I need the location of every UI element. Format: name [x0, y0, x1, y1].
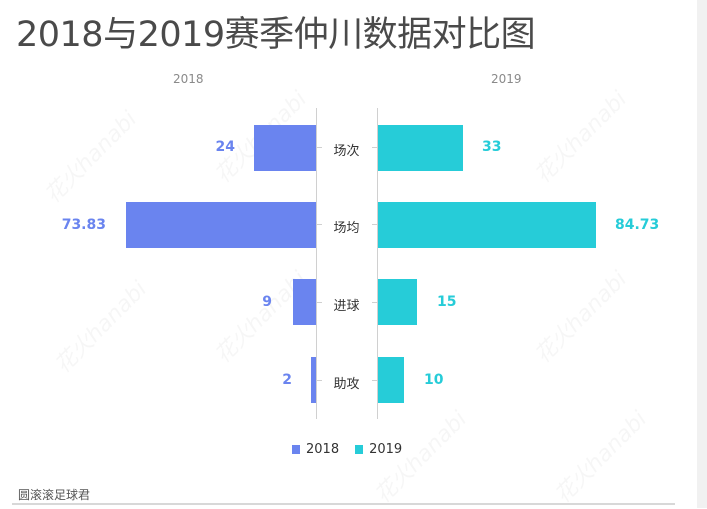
legend-item-2019[interactable]: 2019 [369, 442, 403, 457]
tick [372, 224, 377, 225]
header-2018: 2018 [173, 72, 204, 86]
value-2018-助攻: 2 [282, 372, 292, 388]
watermark: 花火hanabi [526, 263, 633, 370]
category-label: 场次 [333, 144, 360, 159]
value-2019-助攻: 10 [424, 372, 444, 388]
chart-title: 2018与2019赛季仲川数据对比图 [16, 15, 536, 55]
legend-swatch-2018 [292, 445, 300, 454]
category-label: 助攻 [333, 377, 360, 392]
legend: 2018 2019 [292, 442, 402, 457]
bar-2018-场次[interactable] [254, 125, 316, 171]
watermark: 花火hanabi [546, 403, 653, 509]
watermark: 花火hanabi [36, 103, 143, 210]
page-scroll-strip [697, 0, 707, 508]
value-2018-场次: 24 [215, 139, 235, 155]
bar-2019-进球[interactable] [378, 279, 417, 325]
tick [317, 380, 322, 381]
header-2019: 2019 [491, 72, 522, 86]
value-2019-场次: 33 [482, 139, 502, 155]
value-2019-场均: 84.73 [615, 217, 660, 233]
right-axis [377, 108, 378, 419]
bar-2018-进球[interactable] [293, 279, 316, 325]
category-label: 进球 [333, 299, 360, 314]
tick [372, 380, 377, 381]
watermark: 花火hanabi [526, 83, 633, 190]
left-axis [316, 108, 317, 419]
value-2018-场均: 73.83 [61, 217, 106, 233]
footer-divider [12, 503, 675, 505]
bar-2018-场均[interactable] [126, 202, 316, 248]
bar-2019-助攻[interactable] [378, 357, 404, 403]
bar-2018-助攻[interactable] [311, 357, 316, 403]
legend-swatch-2019 [355, 445, 364, 454]
bar-2019-场次[interactable] [378, 125, 463, 171]
source-credit: 圆滚滚足球君 [18, 488, 91, 502]
watermark: 花火hanabi [46, 273, 153, 380]
bar-2019-场均[interactable] [378, 202, 596, 248]
value-2018-进球: 9 [262, 294, 272, 310]
tick [317, 224, 322, 225]
tick [372, 302, 377, 303]
value-2019-进球: 15 [437, 294, 457, 310]
tick [372, 147, 377, 148]
tick [317, 302, 322, 303]
category-label: 场均 [333, 221, 360, 236]
legend-item-2018[interactable]: 2018 [306, 442, 340, 457]
tick [317, 147, 322, 148]
